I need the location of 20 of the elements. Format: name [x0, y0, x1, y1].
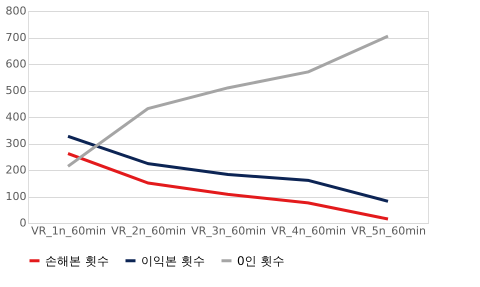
legend-label: 손해본 횟수 [45, 254, 109, 268]
x-tick-label: VR_3n_60min [191, 224, 266, 238]
y-tick-label: 0 [20, 216, 26, 230]
x-tick-label: VR_5n_60min [351, 224, 426, 238]
y-tick-label: 300 [6, 137, 26, 150]
y-tick-label: 800 [6, 4, 26, 18]
legend-label: 0인 횟수 [237, 254, 284, 268]
y-tick-label: 700 [6, 31, 26, 44]
y-tick-label: 100 [6, 190, 26, 203]
line-series [66, 34, 390, 168]
x-tick-label: VR_4n_60min [271, 224, 346, 238]
x-tick-label: VR_1n_60min [31, 224, 106, 238]
y-tick-label: 400 [6, 110, 26, 124]
y-tick-label: 500 [6, 84, 26, 97]
legend-label: 이익본 횟수 [141, 254, 205, 268]
x-tick-label: VR_2n_60min [111, 224, 186, 238]
line-series [66, 134, 390, 203]
y-tick-label: 200 [6, 164, 26, 176]
line-series [66, 152, 390, 221]
y-tick-label: 600 [6, 58, 26, 70]
